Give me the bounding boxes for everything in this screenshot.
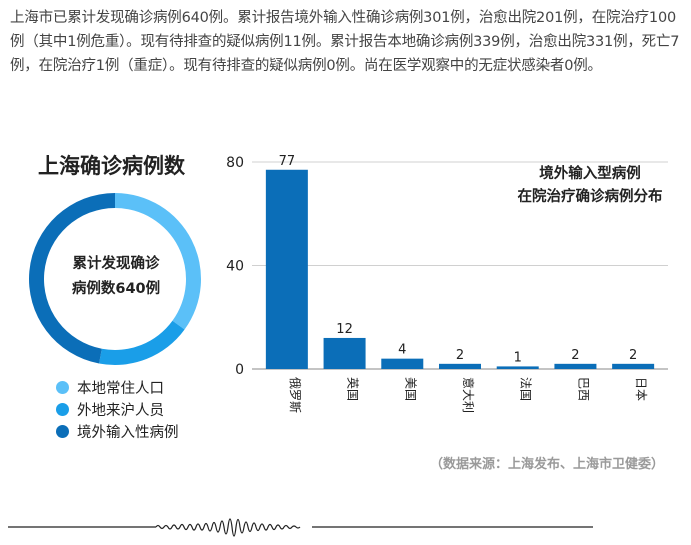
x-tick-label: 俄罗斯 [288,377,302,413]
x-tick-label: 英国 [346,377,360,401]
donut-chart-title: 上海确诊病例数 [38,154,185,178]
legend-item-local: 本地常住人口 [56,376,179,398]
legend-item-imported: 境外输入性病例 [56,420,179,442]
donut-slice-0 [115,193,201,330]
bar-4 [496,366,539,369]
bar-chart-title-line1: 境外输入型病例 [539,166,641,182]
donut-center-label: 累计发现确诊 病例数640例 [66,252,166,302]
bar-value-label: 12 [336,322,353,337]
x-tick-label: 法国 [519,377,533,401]
legend-swatch-local [56,380,69,394]
donut-legend: 本地常住人口 外地来沪人员 境外输入性病例 [56,376,179,442]
legend-swatch-nonlocal [56,402,69,416]
bar-value-label: 2 [456,348,464,363]
bar-chart-title: 境外输入型病例 在院治疗确诊病例分布 [495,163,685,209]
data-source-note: （数据来源：上海发布、上海市卫健委） [430,457,665,472]
bar-3 [439,363,481,369]
bar-chart-title-line2: 在院治疗确诊病例分布 [517,189,663,205]
bar-5 [554,363,597,369]
bar-value-label: 4 [398,343,406,358]
y-tick-label: 40 [226,259,244,275]
donut-slice-1 [99,320,185,365]
donut-chart: 累计发现确诊 病例数640例 [26,190,204,368]
waveform-divider [8,518,593,537]
donut-svg [29,193,201,365]
bar-2 [381,358,424,369]
x-tick-label: 日本 [634,377,648,401]
legend-item-nonlocal: 外地来沪人员 [56,398,179,420]
bar-0 [265,169,308,369]
legend-label-imported: 境外输入性病例 [77,424,179,441]
x-tick-label: 意大利 [461,377,476,413]
donut-center-line2: 病例数640例 [71,281,161,297]
x-tick-label: 美国 [403,377,417,401]
donut-slice-2 [29,193,115,364]
bar-value-label: 77 [279,154,296,169]
legend-label-nonlocal: 外地来沪人员 [77,402,164,419]
bar-value-label: 2 [571,348,579,363]
bar-value-label: 2 [629,348,637,363]
bar-value-label: 1 [514,350,522,365]
bar-1 [323,337,366,369]
legend-swatch-imported [56,424,69,438]
bar-6 [612,363,655,369]
intro-paragraph: 上海市已累计发现确诊病例640例。累计报告境外输入性确诊病例301例，治愈出院2… [10,10,680,74]
y-tick-label: 80 [226,155,244,171]
x-tick-label: 巴西 [576,377,590,401]
legend-label-local: 本地常住人口 [77,380,164,397]
y-tick-label: 0 [235,362,244,378]
donut-center-line1: 累计发现确诊 [72,256,160,272]
